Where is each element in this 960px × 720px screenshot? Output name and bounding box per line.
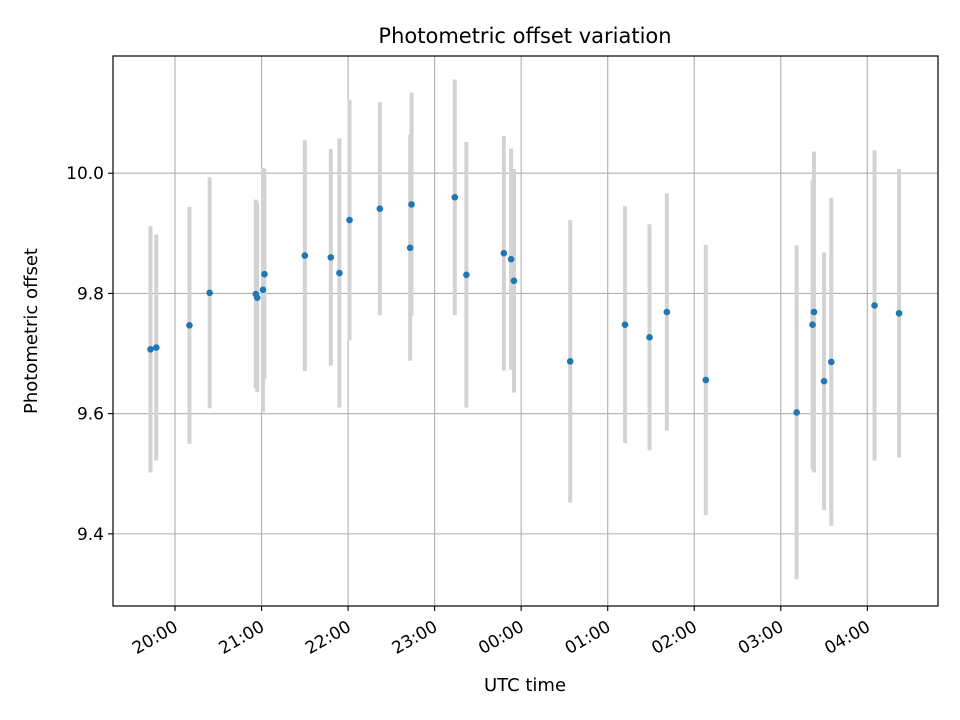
data-point xyxy=(406,244,414,252)
data-point xyxy=(500,249,508,257)
data-point xyxy=(621,321,629,328)
data-point xyxy=(451,193,459,201)
data-point xyxy=(810,308,818,316)
data-point xyxy=(206,289,213,297)
y-tick-label: 9.6 xyxy=(77,405,104,425)
data-point xyxy=(871,302,878,309)
data-point xyxy=(186,321,193,329)
data-point xyxy=(895,309,903,317)
data-point xyxy=(507,255,515,263)
data-point xyxy=(646,334,653,341)
data-point xyxy=(463,271,470,279)
data-point xyxy=(301,252,309,259)
data-point xyxy=(827,358,835,366)
y-tick-label: 9.4 xyxy=(77,525,104,545)
data-point xyxy=(510,277,518,285)
data-point xyxy=(566,358,574,365)
data-points xyxy=(147,193,903,416)
data-point xyxy=(253,294,261,301)
data-point xyxy=(261,270,268,278)
y-axis: 9.4 9.6 9.8 10.0 xyxy=(66,164,113,545)
chart-title: Photometric offset variation xyxy=(378,24,671,48)
data-point xyxy=(793,409,800,416)
data-point xyxy=(327,254,335,261)
data-point xyxy=(346,216,353,224)
y-tick-label: 9.8 xyxy=(77,284,104,304)
plot-frame xyxy=(112,55,939,607)
data-point xyxy=(809,321,816,328)
y-axis-label: Photometric offset xyxy=(21,248,42,414)
data-point xyxy=(702,376,710,384)
data-point xyxy=(820,377,828,385)
data-point xyxy=(376,205,384,212)
data-point xyxy=(663,308,671,316)
x-axis-label: UTC time xyxy=(484,675,566,696)
data-point xyxy=(336,269,343,277)
data-point xyxy=(147,346,154,353)
data-point xyxy=(152,344,160,351)
data-point xyxy=(408,201,415,208)
data-point xyxy=(259,286,267,294)
y-tick-label: 10.0 xyxy=(66,164,104,184)
